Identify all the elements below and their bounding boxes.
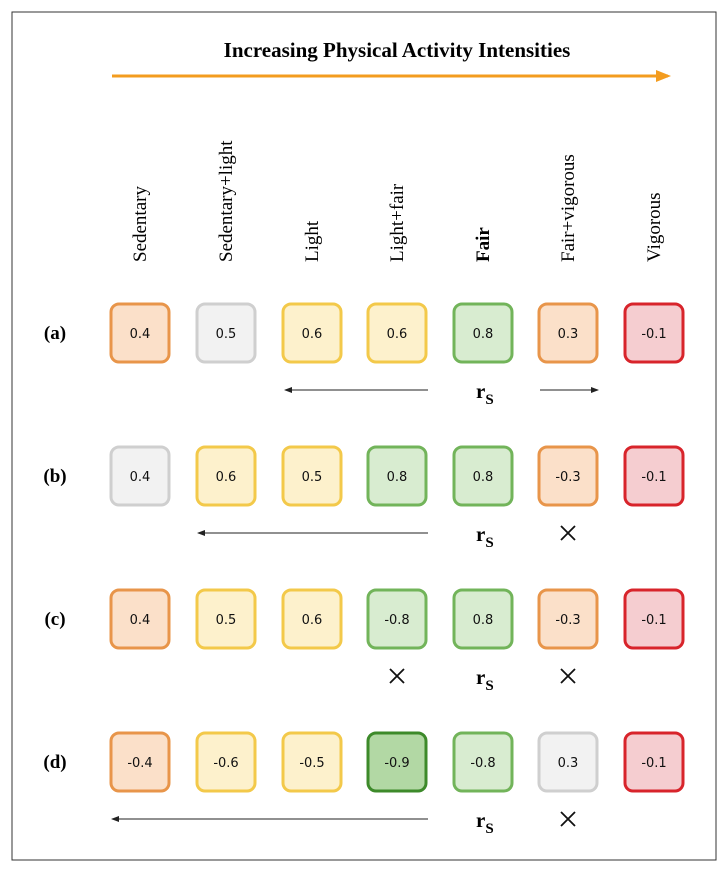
rs-sub: S bbox=[485, 535, 493, 551]
cross-mark bbox=[560, 525, 576, 541]
cell-value: -0.4 bbox=[127, 756, 152, 771]
rs-main: r bbox=[476, 379, 485, 403]
cross-mark bbox=[560, 668, 576, 684]
cell-box bbox=[366, 588, 428, 650]
cell-box bbox=[195, 731, 257, 793]
cell-value: -0.1 bbox=[641, 470, 666, 485]
cell-value: 0.8 bbox=[473, 327, 494, 342]
frame bbox=[11, 11, 717, 861]
rs-label: rS bbox=[476, 522, 494, 551]
cell-value: 0.4 bbox=[130, 327, 151, 342]
cell-value: 0.5 bbox=[216, 613, 237, 628]
column-header: Light bbox=[302, 220, 323, 262]
cell-value: -0.8 bbox=[384, 613, 409, 628]
cell-value: -0.1 bbox=[641, 327, 666, 342]
column-header: Vigorous bbox=[644, 192, 665, 262]
cross-mark bbox=[389, 668, 405, 684]
rs-sub: S bbox=[485, 678, 493, 694]
cell-box bbox=[281, 445, 343, 507]
row-label: (b) bbox=[43, 466, 66, 487]
cell-value: 0.8 bbox=[387, 470, 408, 485]
cell-value: 0.4 bbox=[130, 613, 151, 628]
cell-box bbox=[281, 731, 343, 793]
cell-value: -0.8 bbox=[470, 756, 495, 771]
title: Increasing Physical Activity Intensities bbox=[224, 38, 571, 62]
cell-value: 0.6 bbox=[302, 613, 323, 628]
cell-box bbox=[623, 445, 685, 507]
cell-box bbox=[109, 445, 171, 507]
cell-box bbox=[366, 302, 428, 364]
column-header: Sedentary+light bbox=[216, 140, 237, 262]
row-label: (a) bbox=[44, 323, 66, 344]
cell-box bbox=[537, 588, 599, 650]
rs-label: rS bbox=[476, 379, 494, 408]
rs-main: r bbox=[476, 522, 485, 546]
cell-value: -0.5 bbox=[299, 756, 324, 771]
cell-value: -0.3 bbox=[555, 613, 580, 628]
cell-box bbox=[623, 588, 685, 650]
row-label: (d) bbox=[43, 752, 66, 773]
cell-value: 0.5 bbox=[216, 327, 237, 342]
cell-box bbox=[537, 302, 599, 364]
cell-value: -0.1 bbox=[641, 613, 666, 628]
cell-value: 0.8 bbox=[473, 613, 494, 628]
cell-box bbox=[623, 302, 685, 364]
cell-box bbox=[109, 588, 171, 650]
cell-box bbox=[452, 588, 514, 650]
rs-sub: S bbox=[485, 821, 493, 837]
cell-value: 0.8 bbox=[473, 470, 494, 485]
cell-value: 0.6 bbox=[216, 470, 237, 485]
cell-value: 0.3 bbox=[558, 756, 579, 771]
column-header: Light+fair bbox=[387, 183, 408, 262]
rs-sub: S bbox=[485, 392, 493, 408]
cell-box bbox=[452, 731, 514, 793]
cell-value: -0.9 bbox=[384, 756, 409, 771]
cell-value: 0.3 bbox=[558, 327, 579, 342]
column-header: Sedentary bbox=[130, 186, 151, 262]
cell-value: 0.5 bbox=[302, 470, 323, 485]
rs-label: rS bbox=[476, 665, 494, 694]
rs-main: r bbox=[476, 808, 485, 832]
column-header: Fair bbox=[473, 227, 494, 262]
cell-box bbox=[195, 445, 257, 507]
rs-label: rS bbox=[476, 808, 494, 837]
cell-box bbox=[623, 731, 685, 793]
cell-value: 0.6 bbox=[387, 327, 408, 342]
cell-box bbox=[366, 445, 428, 507]
column-header: Fair+vigorous bbox=[558, 154, 579, 262]
cell-value: -0.3 bbox=[555, 470, 580, 485]
cell-box bbox=[366, 731, 428, 793]
cell-box bbox=[281, 302, 343, 364]
cell-box bbox=[109, 302, 171, 364]
cell-box bbox=[452, 302, 514, 364]
cell-box bbox=[109, 731, 171, 793]
row-label: (c) bbox=[44, 609, 65, 630]
rs-main: r bbox=[476, 665, 485, 689]
cell-value: -0.6 bbox=[213, 756, 238, 771]
cell-box bbox=[195, 302, 257, 364]
cell-box bbox=[537, 445, 599, 507]
cell-value: 0.6 bbox=[302, 327, 323, 342]
cell-box bbox=[195, 588, 257, 650]
cell-box bbox=[281, 588, 343, 650]
cell-box bbox=[452, 445, 514, 507]
cross-mark bbox=[560, 811, 576, 827]
cell-box bbox=[537, 731, 599, 793]
cell-value: -0.1 bbox=[641, 756, 666, 771]
cell-value: 0.4 bbox=[130, 470, 151, 485]
